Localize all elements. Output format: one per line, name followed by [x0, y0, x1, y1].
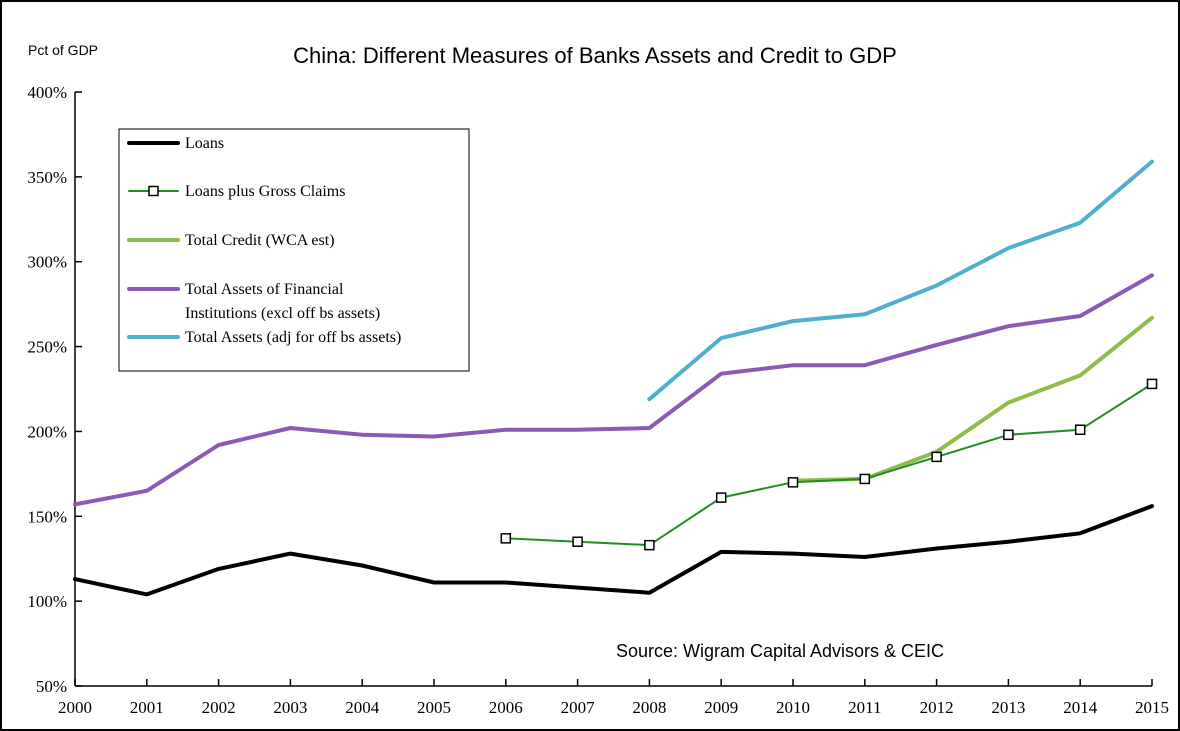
legend-label: Institutions (excl off bs assets) [185, 305, 380, 322]
legend-marker [149, 187, 158, 196]
data-point-loans-plus-gross-claims [645, 541, 654, 550]
y-tick-label: 400% [27, 83, 67, 102]
y-tick-label: 350% [27, 168, 67, 187]
y-tick-label: 300% [27, 253, 67, 272]
data-point-loans-plus-gross-claims [1004, 430, 1013, 439]
legend: Loans Loans plus Gross Claims Total Credit… [119, 129, 469, 371]
data-point-loans-plus-gross-claims [789, 478, 798, 487]
x-tick-label: 2009 [704, 698, 738, 717]
data-point-loans-plus-gross-claims [1076, 425, 1085, 434]
x-tick-label: 2001 [130, 698, 164, 717]
x-tick-label: 2002 [202, 698, 236, 717]
y-tick-label: 150% [27, 507, 67, 526]
legend-label: Total Assets (adj for off bs assets) [185, 329, 401, 346]
x-tick-label: 2013 [991, 698, 1025, 717]
x-tick-label: 2005 [417, 698, 451, 717]
y-tick-label: 200% [27, 422, 67, 441]
data-point-loans-plus-gross-claims [501, 534, 510, 543]
x-tick-label: 2012 [920, 698, 954, 717]
y-tick-label: 250% [27, 338, 67, 357]
legend-label: Total Assets of Financial [185, 281, 344, 298]
data-point-loans-plus-gross-claims [932, 452, 941, 461]
legend-label: Loans plus Gross Claims [185, 183, 345, 200]
x-tick-label: 2000 [58, 698, 92, 717]
data-point-loans-plus-gross-claims [1148, 379, 1157, 388]
x-tick-label: 2007 [561, 698, 596, 717]
y-tick-label: 100% [27, 592, 67, 611]
y-tick-label: 50% [36, 677, 67, 696]
data-point-loans-plus-gross-claims [860, 474, 869, 483]
x-tick-label: 2003 [273, 698, 307, 717]
chart-title: China: Different Measures of Banks Asset… [293, 43, 897, 68]
x-tick-label: 2015 [1135, 698, 1169, 717]
legend-label: Total Credit (WCA est) [185, 232, 335, 249]
data-point-loans-plus-gross-claims [717, 493, 726, 502]
x-tick-label: 2006 [489, 698, 523, 717]
y-axis-label: Pct of GDP [28, 42, 98, 58]
x-tick-label: 2011 [848, 698, 881, 717]
x-tick-label: 2014 [1063, 698, 1098, 717]
data-point-loans-plus-gross-claims [573, 537, 582, 546]
source-note: Source: Wigram Capital Advisors & CEIC [616, 641, 944, 661]
legend-label: Loans [185, 135, 224, 152]
x-tick-label: 2010 [776, 698, 810, 717]
x-tick-label: 2004 [345, 698, 380, 717]
x-tick-label: 2008 [632, 698, 666, 717]
